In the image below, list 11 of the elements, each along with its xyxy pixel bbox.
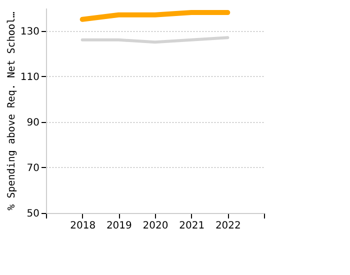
y-axis-title: % Spending above Req. Net School… — [6, 12, 18, 210]
y-tick-label: 110 — [20, 72, 40, 83]
x-tick-label: 2019 — [106, 220, 132, 232]
x-tick-label: 2022 — [215, 220, 241, 232]
x-tick-label: 2018 — [70, 220, 96, 232]
y-tick-label: 70 — [26, 162, 40, 174]
y-tick-label: 50 — [26, 208, 40, 220]
x-tick-label: 2020 — [142, 220, 168, 232]
y-tick-label: 130 — [20, 26, 40, 38]
x-tick-label: 2021 — [179, 220, 205, 232]
y-tick-label: 90 — [26, 117, 40, 128]
